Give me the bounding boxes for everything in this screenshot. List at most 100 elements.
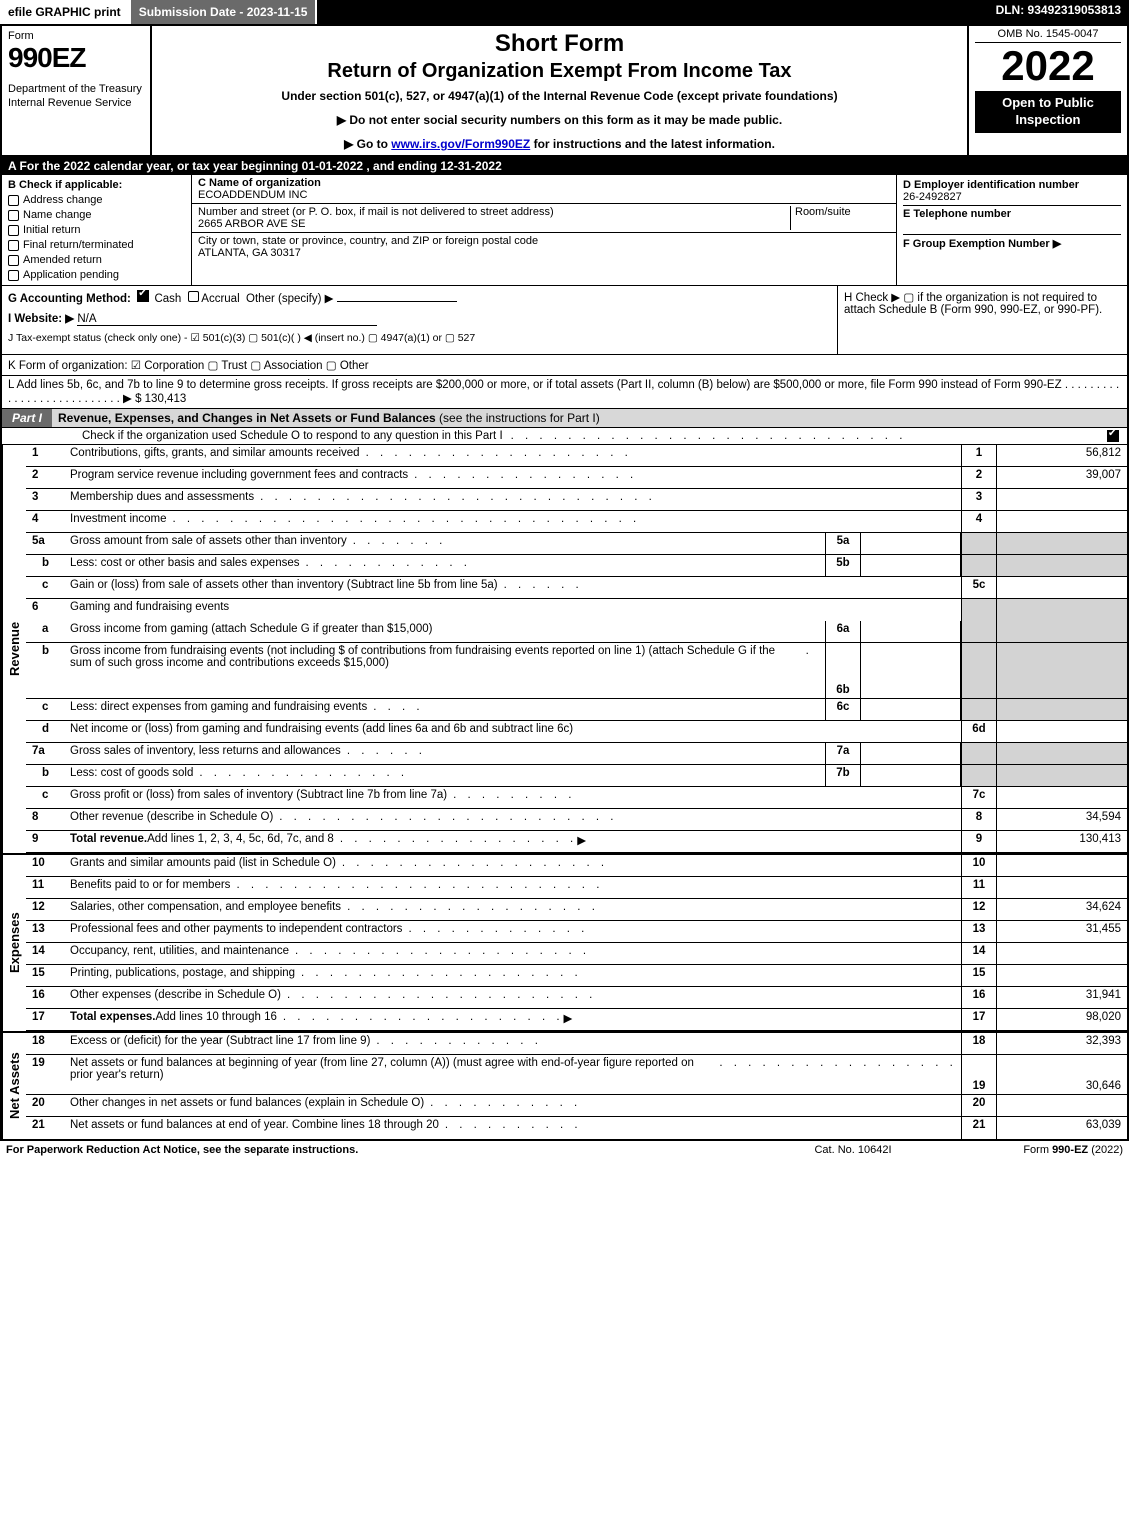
checkbox-icon[interactable] xyxy=(8,210,19,221)
line-3: 3Membership dues and assessments. . . . … xyxy=(26,489,1127,511)
line-9: 9Total revenue. Add lines 1, 2, 3, 4, 5c… xyxy=(26,831,1127,853)
room-suite-label: Room/suite xyxy=(790,206,890,230)
section-i: I Website: ▶ N/A xyxy=(8,311,831,326)
opt-other-specify: Other (specify) ▶ xyxy=(246,293,333,305)
line-13: 13Professional fees and other payments t… xyxy=(26,921,1127,943)
top-bar: efile GRAPHIC print Submission Date - 20… xyxy=(0,0,1129,24)
line-7a: 7aGross sales of inventory, less returns… xyxy=(26,743,1127,765)
form-body: Form 990EZ Department of the Treasury In… xyxy=(0,24,1129,1141)
line-6d: dNet income or (loss) from gaming and fu… xyxy=(26,721,1127,743)
opt-application-pending[interactable]: Application pending xyxy=(8,269,185,281)
revenue-label: Revenue xyxy=(2,445,26,853)
line-12: 12Salaries, other compensation, and empl… xyxy=(26,899,1127,921)
part-i-subtitle: (see the instructions for Part I) xyxy=(439,411,600,425)
line-15: 15Printing, publications, postage, and s… xyxy=(26,965,1127,987)
section-j: J Tax-exempt status (check only one) - ☑… xyxy=(8,332,831,344)
line-19: 19Net assets or fund balances at beginni… xyxy=(26,1055,1127,1095)
street-value: 2665 ARBOR AVE SE xyxy=(198,218,790,230)
section-a-calendar-year: A For the 2022 calendar year, or tax yea… xyxy=(2,157,1127,175)
revenue-section: Revenue 1Contributions, gifts, grants, a… xyxy=(2,445,1127,853)
instr2-pre: ▶ Go to xyxy=(344,137,391,151)
opt-final-return[interactable]: Final return/terminated xyxy=(8,239,185,251)
website-label: I Website: ▶ xyxy=(8,313,74,325)
irs-link[interactable]: www.irs.gov/Form990EZ xyxy=(391,137,530,151)
line-21: 21Net assets or fund balances at end of … xyxy=(26,1117,1127,1139)
section-h: H Check ▶ ▢ if the organization is not r… xyxy=(837,286,1127,354)
part-i-title: Revenue, Expenses, and Changes in Net As… xyxy=(58,411,436,425)
short-form-title: Short Form xyxy=(162,30,957,58)
checkbox-icon[interactable] xyxy=(8,195,19,206)
schedule-o-check-line: Check if the organization used Schedule … xyxy=(2,428,1127,445)
section-l: L Add lines 5b, 6c, and 7b to line 9 to … xyxy=(2,376,1127,409)
arrow-icon: ▶ xyxy=(577,833,586,847)
section-b: B Check if applicable: Address change Na… xyxy=(2,175,192,285)
city-label: City or town, state or province, country… xyxy=(198,235,890,247)
instr2-post: for instructions and the latest informat… xyxy=(530,137,775,151)
group-exemption-label: F Group Exemption Number ▶ xyxy=(903,237,1121,250)
checkbox-icon[interactable] xyxy=(8,255,19,266)
sections-d-e-f: D Employer identification number 26-2492… xyxy=(897,175,1127,285)
section-c: C Name of organization ECOADDENDUM INC N… xyxy=(192,175,897,285)
part-i-label: Part I xyxy=(2,409,52,427)
line-6b: bGross income from fundraising events (n… xyxy=(26,643,1127,699)
checkbox-icon[interactable] xyxy=(188,291,199,302)
expenses-rows: 10Grants and similar amounts paid (list … xyxy=(26,855,1127,1031)
checkbox-icon[interactable] xyxy=(8,270,19,281)
line-7b: bLess: cost of goods sold. . . . . . . .… xyxy=(26,765,1127,787)
line-5b: bLess: cost or other basis and sales exp… xyxy=(26,555,1127,577)
opt-initial-return[interactable]: Initial return xyxy=(8,224,185,236)
checkbox-icon[interactable] xyxy=(8,225,19,236)
line-6: 6Gaming and fundraising events xyxy=(26,599,1127,621)
line-5a: 5aGross amount from sale of assets other… xyxy=(26,533,1127,555)
section-l-value: ▶ $ 130,413 xyxy=(123,393,186,405)
website-value: N/A xyxy=(77,313,377,326)
line-20: 20Other changes in net assets or fund ba… xyxy=(26,1095,1127,1117)
part-i-title-area: Revenue, Expenses, and Changes in Net As… xyxy=(52,409,1127,427)
line-2: 2Program service revenue including gover… xyxy=(26,467,1127,489)
line-16: 16Other expenses (describe in Schedule O… xyxy=(26,987,1127,1009)
line-4: 4Investment income. . . . . . . . . . . … xyxy=(26,511,1127,533)
net-assets-label: Net Assets xyxy=(2,1033,26,1139)
ein-label: D Employer identification number xyxy=(903,179,1121,191)
opt-cash: Cash xyxy=(154,293,181,305)
line-1: 1Contributions, gifts, grants, and simil… xyxy=(26,445,1127,467)
dln-value: DLN: 93492319053813 xyxy=(988,0,1129,24)
form-header: Form 990EZ Department of the Treasury In… xyxy=(2,26,1127,157)
instruction-1: ▶ Do not enter social security numbers o… xyxy=(162,113,957,127)
section-l-text: L Add lines 5b, 6c, and 7b to line 9 to … xyxy=(8,379,1062,391)
submission-date: Submission Date - 2023-11-15 xyxy=(131,0,318,24)
arrow-icon: ▶ xyxy=(564,1011,573,1025)
accounting-method-label: G Accounting Method: xyxy=(8,293,131,305)
department-text: Department of the Treasury Internal Reve… xyxy=(8,82,144,111)
section-k: K Form of organization: ☑ Corporation ▢ … xyxy=(2,355,1127,376)
opt-name-change[interactable]: Name change xyxy=(8,209,185,221)
phone-value xyxy=(903,220,1121,232)
net-assets-rows: 18Excess or (deficit) for the year (Subt… xyxy=(26,1033,1127,1139)
city-value: ATLANTA, GA 30317 xyxy=(198,247,890,259)
section-g: G Accounting Method: Cash Accrual Other … xyxy=(8,290,831,305)
opt-amended-return[interactable]: Amended return xyxy=(8,254,185,266)
sections-c-through-f-grid: C Name of organization ECOADDENDUM INC N… xyxy=(192,175,1127,285)
line-7c: cGross profit or (loss) from sales of in… xyxy=(26,787,1127,809)
ein-value: 26-2492827 xyxy=(903,191,1121,203)
checkbox-checked-icon xyxy=(137,290,149,302)
efile-print[interactable]: efile GRAPHIC print xyxy=(0,0,131,24)
page-footer: For Paperwork Reduction Act Notice, see … xyxy=(0,1141,1129,1159)
top-spacer xyxy=(317,0,987,24)
main-title: Return of Organization Exempt From Incom… xyxy=(162,60,957,83)
phone-label: E Telephone number xyxy=(903,208,1121,220)
revenue-rows: 1Contributions, gifts, grants, and simil… xyxy=(26,445,1127,853)
header-right: OMB No. 1545-0047 2022 Open to Public In… xyxy=(967,26,1127,155)
line-18: 18Excess or (deficit) for the year (Subt… xyxy=(26,1033,1127,1055)
checkbox-icon[interactable] xyxy=(8,240,19,251)
form-word: Form xyxy=(8,30,144,42)
org-name-value: ECOADDENDUM INC xyxy=(198,189,890,201)
line-8: 8Other revenue (describe in Schedule O).… xyxy=(26,809,1127,831)
other-specify-line xyxy=(337,301,457,302)
line-6c: cLess: direct expenses from gaming and f… xyxy=(26,699,1127,721)
tax-year: 2022 xyxy=(975,45,1121,87)
line-5c: cGain or (loss) from sale of assets othe… xyxy=(26,577,1127,599)
opt-address-change[interactable]: Address change xyxy=(8,194,185,206)
section-b-label: B Check if applicable: xyxy=(8,179,185,191)
org-name-label: C Name of organization xyxy=(198,177,890,189)
